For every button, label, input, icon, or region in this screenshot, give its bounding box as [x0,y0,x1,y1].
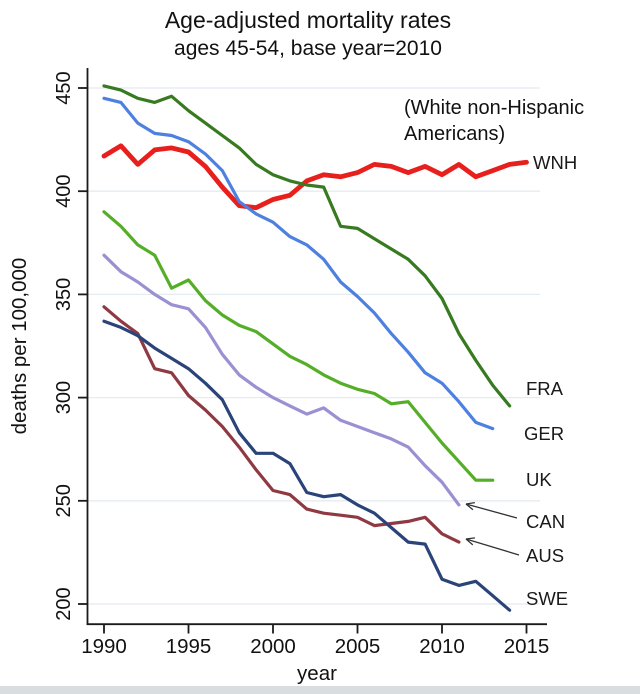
chart-title: Age-adjusted mortality rates [164,7,452,33]
y-tick-label-400: 400 [53,175,75,208]
series-line-WNH [101,143,529,211]
wnh-annotation-line2: Americans) [404,123,506,145]
series-label-UK: UK [526,469,552,490]
x-tick-label-1995: 1995 [166,635,212,658]
arrowhead-CAN-0 [465,503,474,511]
series-line-CAN [102,253,461,507]
arrowhead-CAN-1 [465,501,475,505]
x-tick-label-2015: 2015 [504,635,550,658]
series-line-AUS [102,305,461,544]
series-line-SWE [102,319,512,612]
wnh-annotation: (White non-Hispanic Americans) [404,95,636,147]
x-tick-label-2000: 2000 [250,635,296,658]
x-tick-label-2010: 2010 [419,635,465,658]
y-axis-title: deaths per 100,000 [8,258,31,435]
y-tick-label-450: 450 [53,71,75,104]
series-label-AUS: AUS [526,545,564,566]
series-label-SWE: SWE [526,588,568,609]
x-tick-label-1990: 1990 [81,635,127,658]
series-label-WNH: WNH [533,152,577,173]
series-line-GER [102,96,495,431]
x-axis-title: year [297,662,337,685]
arrow-line-AUS [465,538,520,556]
series-label-FRA: FRA [526,378,564,399]
x-tick-label-2005: 2005 [335,635,381,658]
series-label-GER: GER [524,423,564,444]
bottom-strip [0,686,640,694]
arrowhead-AUS-1 [465,537,476,540]
arrow-line-CAN [465,503,518,519]
series-label-CAN: CAN [526,511,565,532]
arrowhead-AUS-0 [465,538,474,546]
y-tick-label-350: 350 [53,278,75,311]
y-tick-label-200: 200 [53,587,75,620]
wnh-annotation-line1: (White non-Hispanic [404,97,585,119]
chart-subtitle: ages 45-54, base year=2010 [174,37,442,60]
series-line-UK [102,210,495,482]
y-tick-label-250: 250 [53,484,75,517]
series-line-FRA [102,84,512,408]
y-tick-label-300: 300 [53,381,75,414]
